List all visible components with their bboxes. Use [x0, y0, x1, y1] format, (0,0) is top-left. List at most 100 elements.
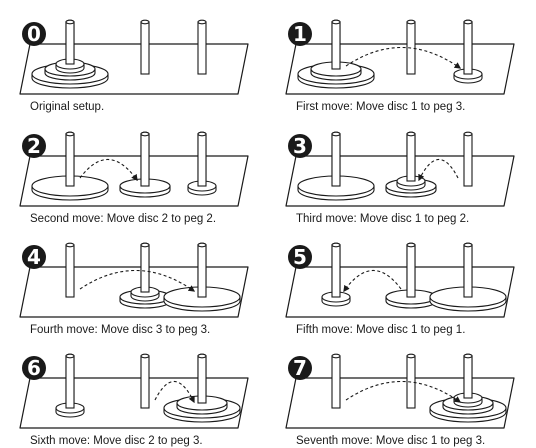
peg-rod-front: [463, 355, 473, 399]
move-arrow: [343, 269, 402, 293]
peg-top: [406, 242, 416, 248]
peg-rod-front: [197, 355, 207, 404]
step-number: 3: [293, 134, 307, 158]
peg-2: [406, 353, 416, 409]
step-caption: Fifth move: Move disc 1 to peg 1.: [296, 324, 465, 336]
peg-rod-front: [463, 21, 473, 75]
step-badge: 3: [288, 134, 312, 158]
step-number: 0: [27, 22, 41, 46]
peg-top: [140, 353, 150, 359]
peg-top: [463, 242, 473, 248]
peg-rod-front: [331, 21, 341, 70]
peg-top: [331, 353, 341, 359]
peg-top: [463, 353, 473, 359]
step-caption: Third move: Move disc 1 to peg 2.: [296, 213, 469, 225]
step-badge-circle: [288, 22, 312, 46]
peg-rod-front: [65, 133, 75, 187]
peg-rod-front: [463, 244, 473, 298]
peg-3: [197, 19, 207, 75]
peg-top: [65, 242, 75, 248]
move-arrow: [79, 269, 196, 292]
step-badge: 5: [288, 245, 312, 269]
step-badge-circle: [22, 356, 46, 380]
move-arrow: [345, 46, 462, 69]
peg-2: [385, 242, 437, 309]
peg-1: [31, 131, 109, 201]
step-badge: 2: [22, 134, 46, 158]
step-badge: 4: [22, 245, 46, 269]
peg-top: [406, 19, 416, 25]
step-caption: Sixth move: Move disc 2 to peg 3.: [30, 435, 203, 447]
disc-2: [385, 289, 437, 309]
peg-top: [331, 19, 341, 25]
peg-top: [197, 19, 207, 25]
peg-rod-front: [406, 244, 416, 298]
move-arrow: [79, 158, 138, 182]
peg-rod-front: [65, 355, 75, 409]
step-badge: 0: [22, 22, 46, 46]
peg-3: [163, 242, 241, 312]
step-panel-0: 0 Original setup.: [19, 19, 249, 113]
step-badge-circle: [22, 134, 46, 158]
peg-top: [406, 353, 416, 359]
peg-1: [297, 131, 375, 201]
step-panel-3: 3 Third move: Move disc 1 to peg 2.: [285, 131, 515, 225]
peg-rod: [331, 355, 341, 409]
peg-rod-front: [197, 244, 207, 298]
peg-top: [406, 131, 416, 137]
peg-top: [463, 131, 473, 137]
step-panel-5: 5 Fifth move: Move disc 1 to peg 1.: [285, 242, 515, 336]
peg-top: [65, 131, 75, 137]
peg-top: [331, 131, 341, 137]
peg-1: [321, 242, 351, 307]
step-badge-circle: [22, 245, 46, 269]
step-caption: First move: Move disc 1 to peg 3.: [296, 101, 465, 113]
step-caption: Seventh move: Move disc 1 to peg 3.: [296, 435, 485, 447]
peg-rod-front: [406, 133, 416, 182]
peg-rod-front: [65, 21, 75, 65]
step-badge-circle: [288, 356, 312, 380]
peg-3: [429, 242, 507, 312]
peg-top: [140, 131, 150, 137]
step-badge-circle: [288, 134, 312, 158]
step-badge: 7: [288, 356, 312, 380]
peg-rod: [463, 133, 473, 187]
peg-3: [187, 131, 217, 196]
peg-3: [463, 131, 473, 187]
step-badge-circle: [288, 245, 312, 269]
peg-rod: [140, 21, 150, 75]
peg-2: [385, 131, 437, 198]
step-panel-6: 6 Sixth move: Move disc 2 to peg 3.: [19, 353, 249, 447]
peg-rod: [197, 21, 207, 75]
peg-1: [331, 353, 341, 409]
peg-rod-front: [140, 244, 150, 293]
peg-2: [119, 131, 171, 198]
peg-top: [463, 19, 473, 25]
peg-2: [406, 19, 416, 75]
peg-top: [140, 19, 150, 25]
peg-top: [197, 131, 207, 137]
peg-rod-front: [331, 133, 341, 187]
step-number: 7: [293, 356, 307, 380]
peg-rod: [65, 244, 75, 298]
peg-2: [140, 19, 150, 75]
peg-top: [65, 353, 75, 359]
step-number: 2: [27, 134, 41, 158]
step-caption: Second move: Move disc 2 to peg 2.: [30, 213, 216, 225]
peg-1: [297, 19, 375, 89]
move-arrow: [418, 159, 459, 182]
peg-rod-front: [140, 133, 150, 187]
step-number: 6: [27, 356, 41, 380]
peg-top: [331, 242, 341, 248]
step-panel-7: 7 Seventh move: Move disc 1 to peg 3.: [285, 353, 515, 447]
move-arrow: [345, 380, 462, 403]
peg-top: [197, 353, 207, 359]
peg-3: [453, 19, 483, 84]
step-badge: 1: [288, 22, 312, 46]
step-caption: Original setup.: [30, 101, 104, 113]
peg-3: [163, 353, 241, 423]
step-number: 4: [27, 245, 41, 269]
peg-1: [55, 353, 85, 418]
step-badge: 6: [22, 356, 46, 380]
